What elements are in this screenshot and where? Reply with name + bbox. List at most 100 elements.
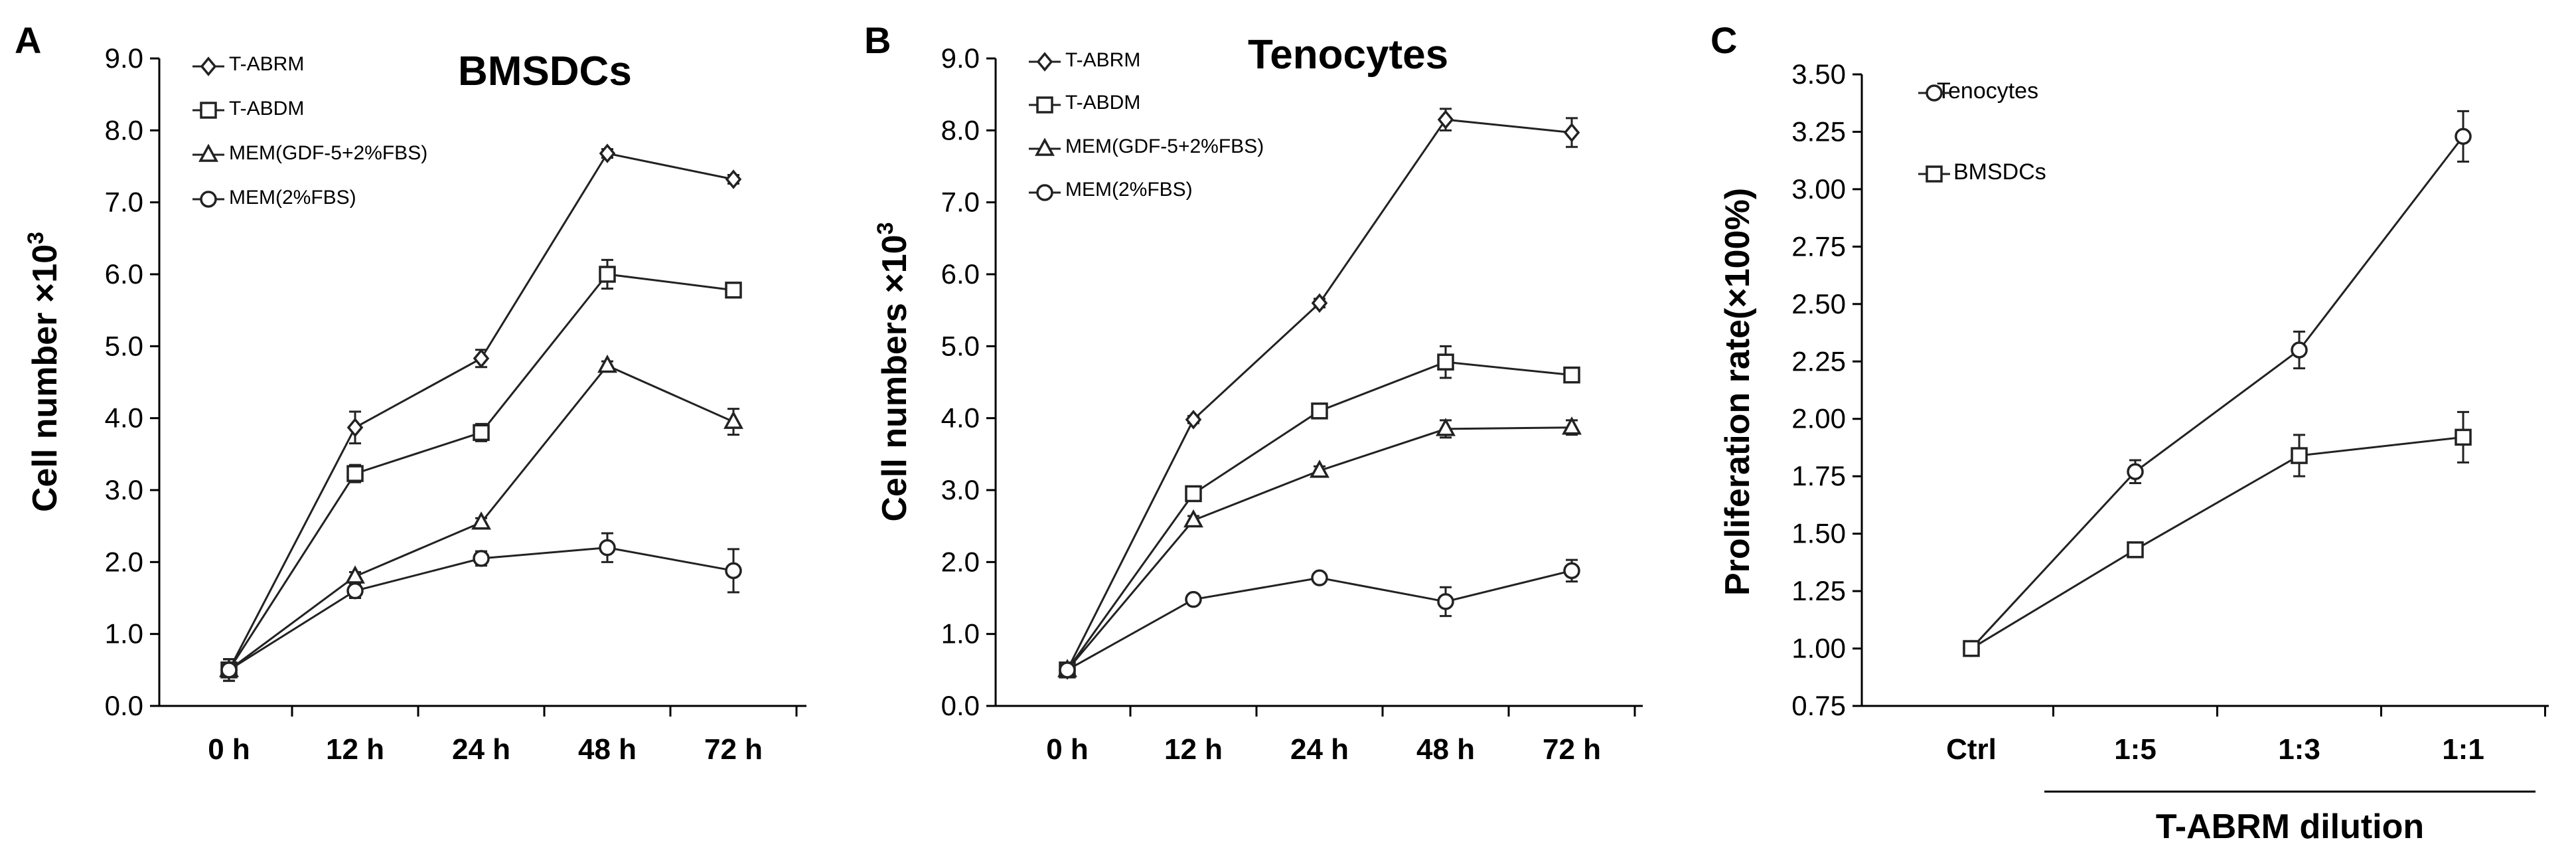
legend-label-b-mem-gdf5: MEM(GDF-5+2%FBS) (1065, 135, 1264, 157)
y-tick-label-a-3: 3.0 (105, 474, 143, 505)
y-tick-label-c-8: 2.75 (1791, 230, 1846, 262)
y-ticks-c: 0.75 1.00 1.25 1.50 1.75 2.00 2.25 2.50 2.75 3.00… (1791, 58, 1862, 721)
panel-letter-b: B (864, 19, 891, 61)
y-ticks-a: 0.0 1.0 2.0 3.0 4.0 5.0 6.0 7.0 8.0 9.0 (105, 43, 159, 721)
y-tick-label-c-9: 3.00 (1791, 173, 1846, 205)
series-lines-b (1066, 118, 1572, 671)
y-tick-label-c-2: 1.25 (1791, 575, 1846, 606)
y-tick-label-c-10: 3.25 (1791, 116, 1846, 147)
data-point-c-bmsdcs-3 (2455, 428, 2472, 446)
data-point-b-t-abdm-1 (1185, 485, 1202, 503)
y-axis-label-b: Cell numbers ×103 (873, 222, 914, 522)
x-tick-label-a-24-h: 24 h (452, 733, 510, 766)
y-tick-label-a-7: 7.0 (105, 187, 143, 218)
data-point-a-mem-2-fbs-2 (473, 550, 490, 567)
series-lines-c (1970, 135, 2464, 649)
legend-marker-b-mem-gdf-5-2-fbs (1035, 137, 1055, 156)
y-tick-label-b-3: 3.0 (941, 474, 980, 505)
legend-label-b-mem-2fbs: MEM(2%FBS) (1065, 179, 1193, 201)
y-tick-label-c-0: 0.75 (1791, 690, 1846, 721)
series-line-c-bmsdcs (1971, 436, 2464, 649)
legend-label-a-mem-gdf5: MEM(GDF-5+2%FBS) (229, 142, 427, 164)
axes-b (994, 58, 1643, 707)
legend-label-c-bmsdcs: BMSDCs (1953, 159, 2046, 185)
panel-c: C Proliferation rate(×100%) 0.75 1.00 1.25… (1710, 19, 2549, 846)
y-tick-label-c-5: 2.00 (1791, 403, 1846, 434)
y-ticks-b: 0.0 1.0 2.0 3.0 4.0 5.0 6.0 7.0 8.0 9.0 (941, 43, 996, 721)
y-tick-label-b-8: 8.0 (941, 114, 980, 145)
y-tick-label-c-4: 1.75 (1791, 460, 1846, 491)
axes-a (158, 58, 806, 707)
markers-c (1963, 128, 2472, 657)
data-point-c-tenocytes-2 (2291, 341, 2308, 359)
y-tick-label-c-11: 3.50 (1791, 58, 1846, 90)
x-tick-label-a-72-h: 72 h (704, 733, 763, 766)
y-tick-label-a-5: 5.0 (105, 330, 143, 361)
data-point-b-mem-2-fbs-4 (1563, 562, 1580, 580)
y-tick-label-b-6: 6.0 (941, 258, 980, 290)
data-point-b-t-abdm-3 (1437, 353, 1454, 371)
y-tick-label-b-1: 1.0 (941, 618, 980, 649)
data-point-a-mem-2-fbs-1 (346, 582, 364, 600)
error-bars-a (223, 148, 739, 682)
legend-marker-a-mem-gdf-5-2-fbs (198, 143, 218, 162)
x-tick-label-a-12-h: 12 h (326, 733, 384, 766)
y-tick-label-a-8: 8.0 (105, 114, 143, 145)
data-point-a-t-abdm-3 (599, 266, 616, 283)
markers-a (219, 143, 743, 680)
data-point-b-t-abdm-2 (1311, 402, 1328, 420)
data-point-c-tenocytes-3 (2455, 128, 2472, 145)
data-point-b-mem-gdf-5-2-fbs-1 (1183, 509, 1203, 528)
data-point-c-bmsdcs-2 (2291, 447, 2308, 464)
y-tick-label-c-6: 2.25 (1791, 345, 1846, 377)
panel-letter-a: A (15, 19, 41, 61)
markers-b (1057, 110, 1582, 680)
x-tick-label-b-72-h: 72 h (1543, 733, 1601, 766)
panel-letter-c: C (1710, 19, 1737, 61)
chart-title-b: Tenocytes (1248, 32, 1448, 78)
x-tick-label-a-48-h: 48 h (578, 733, 637, 766)
legend-marker-b-t-abdm (1036, 96, 1053, 114)
y-tick-label-b-5: 5.0 (941, 330, 980, 361)
x-tick-label-b-12-h: 12 h (1164, 733, 1223, 766)
x-ticks-a: 0 h 12 h 24 h 48 h 72 h (208, 706, 798, 766)
legend-marker-b-mem-2-fbs (1036, 184, 1053, 201)
x-tick-label-b-0-h: 0 h (1046, 733, 1089, 766)
legend-label-b-t-abrm: T-ABRM (1065, 49, 1140, 71)
legend-label-c-tenocytes: Tenocytes (1937, 78, 2038, 104)
series-line-c-tenocytes (1970, 135, 2464, 649)
legend-c: Tenocytes BMSDCs (1918, 78, 2046, 185)
y-tick-label-a-0: 0.0 (105, 690, 143, 721)
data-point-b-mem-gdf-5-2-fbs-2 (1310, 460, 1329, 478)
x-tick-label-b-48-h: 48 h (1416, 733, 1475, 766)
y-tick-label-c-3: 1.50 (1791, 518, 1846, 549)
y-tick-label-a-1: 1.0 (105, 618, 143, 649)
legend-marker-c-tenocytes (1926, 84, 1943, 102)
error-bars-c (2129, 110, 2469, 558)
legend-marker-a-t-abdm (200, 102, 217, 119)
y-axis-label-c: Proliferation rate(×100%) (1718, 188, 1757, 596)
data-point-b-mem-gdf-5-2-fbs-3 (1436, 418, 1456, 436)
y-tick-label-b-2: 2.0 (941, 546, 980, 577)
data-point-a-t-abrm-3 (599, 143, 616, 163)
series-lines-a (228, 152, 734, 671)
data-point-c-bmsdcs-0 (1963, 640, 1980, 657)
legend-b: T-ABRM T-ABDM MEM(GDF-5+2%FBS) MEM(2%FBS… (1029, 49, 1264, 201)
y-tick-label-a-2: 2.0 (105, 546, 143, 577)
legend-label-a-t-abdm: T-ABDM (229, 98, 304, 120)
panel-a: A BMSDCs Cell number ×103 0.0 1.0 2.0 3.0 4.… (15, 19, 806, 766)
series-line-b-t-abrm (1066, 118, 1572, 671)
y-tick-label-a-6: 6.0 (105, 258, 143, 290)
data-point-a-t-abdm-1 (346, 465, 364, 482)
legend-label-b-t-abdm: T-ABDM (1065, 92, 1140, 114)
legend-marker-c-bmsdcs (1926, 165, 1943, 183)
y-tick-label-b-0: 0.0 (941, 690, 980, 721)
legend-marker-a-t-abrm (200, 56, 217, 76)
data-point-b-mem-2-fbs-2 (1311, 569, 1328, 586)
data-point-b-mem-2-fbs-3 (1437, 593, 1454, 610)
data-point-b-mem-2-fbs-1 (1185, 590, 1202, 608)
y-tick-label-c-1: 1.00 (1791, 633, 1846, 664)
x-axis-label-c: T-ABRM dilution (2156, 808, 2424, 846)
data-point-b-t-abdm-4 (1563, 366, 1580, 384)
